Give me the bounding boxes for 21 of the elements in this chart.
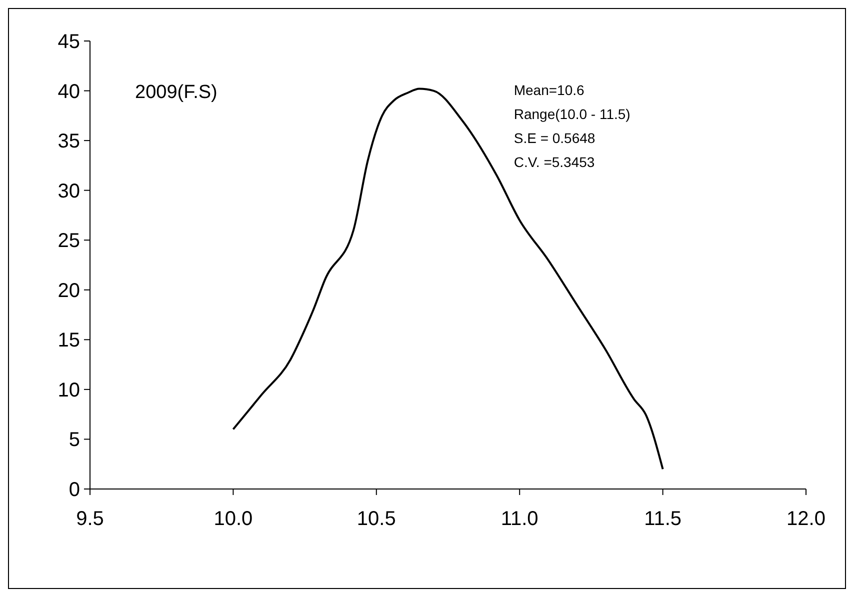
x-tick-label: 9.5	[76, 508, 104, 530]
y-tick-label: 25	[58, 230, 80, 252]
x-tick-label: 10.0	[214, 508, 253, 530]
annotation: Range(10.0 - 11.5)	[514, 106, 630, 122]
x-tick-label: 10.5	[356, 508, 396, 530]
annotation: Mean=10.6	[514, 82, 585, 98]
annotation: 2009(F.S)	[135, 82, 218, 103]
annotation: C.V. =5.3453	[514, 154, 595, 170]
x-tick-label: 12.0	[786, 508, 826, 530]
y-tick-label: 15	[58, 330, 80, 352]
y-tick-label: 5	[68, 429, 80, 452]
y-tick-label: 40	[58, 80, 80, 103]
annotation: S.E = 0.5648	[514, 130, 596, 146]
y-tick-label: 45	[58, 31, 80, 53]
y-tick-label: 30	[58, 180, 80, 202]
y-tick-label: 20	[58, 280, 80, 302]
x-tick-label: 11.5	[644, 508, 682, 530]
x-tick-label: 11.0	[500, 508, 538, 530]
y-tick-label: 0	[68, 479, 80, 501]
y-tick-label: 10	[58, 379, 80, 402]
y-tick-label: 35	[58, 130, 80, 153]
